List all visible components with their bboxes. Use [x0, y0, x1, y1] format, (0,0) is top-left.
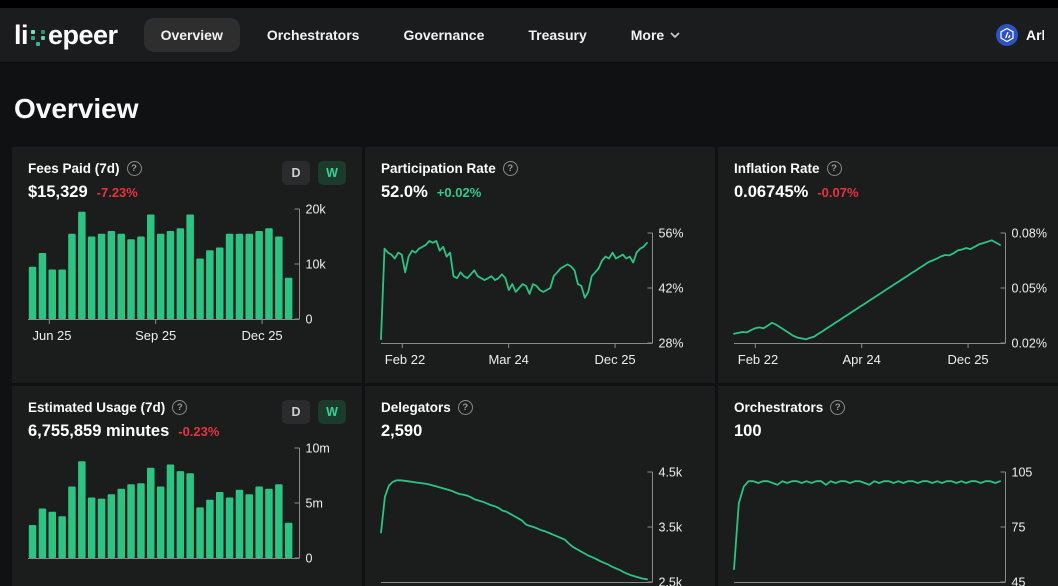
arbitrum-network-icon	[996, 24, 1018, 46]
toggle-daily-button[interactable]: D	[282, 161, 310, 185]
interval-toggle: D W	[282, 161, 346, 185]
card-participation-rate: Participation Rate ? 52.0% +0.02% 28% 42%…	[365, 147, 715, 383]
navbar: li epeer Overview Orchestrators Governan…	[0, 8, 1058, 63]
card-estimated-usage: Estimated Usage (7d) ? 6,755,859 minutes…	[12, 386, 362, 586]
network-label: Arbitrum	[1026, 27, 1044, 43]
page-title: Overview	[14, 93, 139, 124]
svg-text:5m: 5m	[306, 497, 323, 511]
svg-text:Dec 25: Dec 25	[947, 352, 988, 367]
livepeer-logo[interactable]: li epeer	[14, 20, 118, 51]
card-title: Delegators	[381, 400, 451, 415]
svg-text:0.02%: 0.02%	[1012, 337, 1047, 351]
help-icon[interactable]: ?	[502, 161, 518, 176]
inflation-rate-chart[interactable]: 0.02% 0.05% 0.08% Feb 22 Apr 24 Dec 25	[733, 227, 1054, 383]
svg-text:10k: 10k	[306, 258, 327, 272]
svg-text:3.5k: 3.5k	[659, 521, 683, 535]
livepeer-v-dots-icon	[31, 29, 46, 46]
svg-text:0: 0	[306, 313, 313, 327]
card-value: 6,755,859 minutes	[28, 422, 170, 440]
participation-rate-chart[interactable]: 28% 42% 56% Feb 22 Mar 24 Dec 25	[380, 227, 701, 383]
chevron-down-icon	[670, 32, 680, 38]
svg-text:Apr 24: Apr 24	[843, 352, 881, 367]
nav-item-orchestrators[interactable]: Orchestrators	[266, 27, 360, 43]
orchestrators-chart[interactable]: 45 75 105	[733, 466, 1054, 586]
nav-item-overview[interactable]: Overview	[143, 18, 240, 52]
card-orchestrators: Orchestrators ? 100 45 75 105	[718, 386, 1058, 586]
stats-grid: Fees Paid (7d) ? $15,329 -7.23% D W 0 10k…	[12, 147, 1058, 586]
card-fees-paid: Fees Paid (7d) ? $15,329 -7.23% D W 0 10k…	[12, 147, 362, 383]
svg-text:Jun 25: Jun 25	[32, 328, 71, 343]
svg-text:20k: 20k	[306, 203, 327, 217]
nav-menu: Overview Orchestrators Governance Treasu…	[143, 18, 698, 52]
toggle-daily-button[interactable]: D	[282, 400, 310, 424]
change-badge: +0.02%	[436, 185, 482, 200]
card-title: Participation Rate	[381, 161, 496, 176]
delegators-chart[interactable]: 2.5k 3.5k 4.5k	[380, 466, 701, 586]
svg-text:4.5k: 4.5k	[659, 466, 683, 480]
svg-text:105: 105	[1012, 466, 1033, 480]
toggle-weekly-button[interactable]: W	[318, 161, 346, 185]
change-badge: -0.23%	[178, 424, 220, 439]
svg-text:28%: 28%	[659, 337, 684, 351]
svg-text:45: 45	[1012, 576, 1026, 586]
svg-text:Dec 25: Dec 25	[241, 328, 282, 343]
card-inflation-rate: Inflation Rate ? 0.06745% -0.07% 0.02% 0.…	[718, 147, 1058, 383]
estimated-usage-chart[interactable]: 0 5m 10m	[28, 442, 348, 586]
card-title: Estimated Usage (7d)	[28, 400, 166, 415]
svg-text:Feb 22: Feb 22	[385, 352, 425, 367]
svg-text:75: 75	[1012, 521, 1026, 535]
svg-text:56%: 56%	[659, 227, 684, 241]
nav-item-treasury[interactable]: Treasury	[528, 27, 587, 43]
svg-text:2.5k: 2.5k	[659, 576, 683, 586]
card-value: 100	[734, 422, 762, 440]
network-selector[interactable]: Arbitrum	[996, 24, 1044, 46]
nav-item-more[interactable]: More	[614, 18, 697, 52]
svg-text:42%: 42%	[659, 282, 684, 296]
help-icon[interactable]: ?	[172, 400, 188, 415]
help-icon[interactable]: ?	[830, 400, 846, 415]
svg-text:Mar 24: Mar 24	[488, 352, 528, 367]
logo-text-suffix: epeer	[48, 19, 118, 50]
fees-paid-chart[interactable]: 0 10k 20k Jun 25 Sep 25 Dec 25	[28, 203, 348, 359]
card-value: 0.06745%	[734, 183, 809, 201]
change-badge: -7.23%	[96, 185, 138, 200]
card-title: Orchestrators	[734, 400, 824, 415]
help-icon[interactable]: ?	[826, 161, 842, 176]
help-icon[interactable]: ?	[126, 161, 142, 176]
svg-text:10m: 10m	[306, 442, 330, 456]
svg-text:Feb 22: Feb 22	[738, 352, 778, 367]
card-title: Inflation Rate	[734, 161, 820, 176]
svg-text:0.05%: 0.05%	[1012, 282, 1047, 296]
svg-text:0: 0	[306, 552, 313, 566]
card-value: 52.0%	[381, 183, 428, 201]
card-value: $15,329	[28, 183, 88, 201]
interval-toggle: D W	[282, 400, 346, 424]
svg-text:0.08%: 0.08%	[1012, 227, 1047, 241]
logo-text-prefix: li	[14, 19, 29, 50]
svg-text:Dec 25: Dec 25	[594, 352, 635, 367]
svg-text:Sep 25: Sep 25	[135, 328, 176, 343]
card-value: 2,590	[381, 422, 423, 440]
window-top-strip	[0, 0, 1058, 8]
help-icon[interactable]: ?	[457, 400, 473, 415]
change-badge: -0.07%	[817, 185, 859, 200]
card-delegators: Delegators ? 2,590 2.5k 3.5k 4.5k	[365, 386, 715, 586]
toggle-weekly-button[interactable]: W	[318, 400, 346, 424]
nav-item-governance[interactable]: Governance	[403, 27, 485, 43]
card-title: Fees Paid (7d)	[28, 161, 120, 176]
